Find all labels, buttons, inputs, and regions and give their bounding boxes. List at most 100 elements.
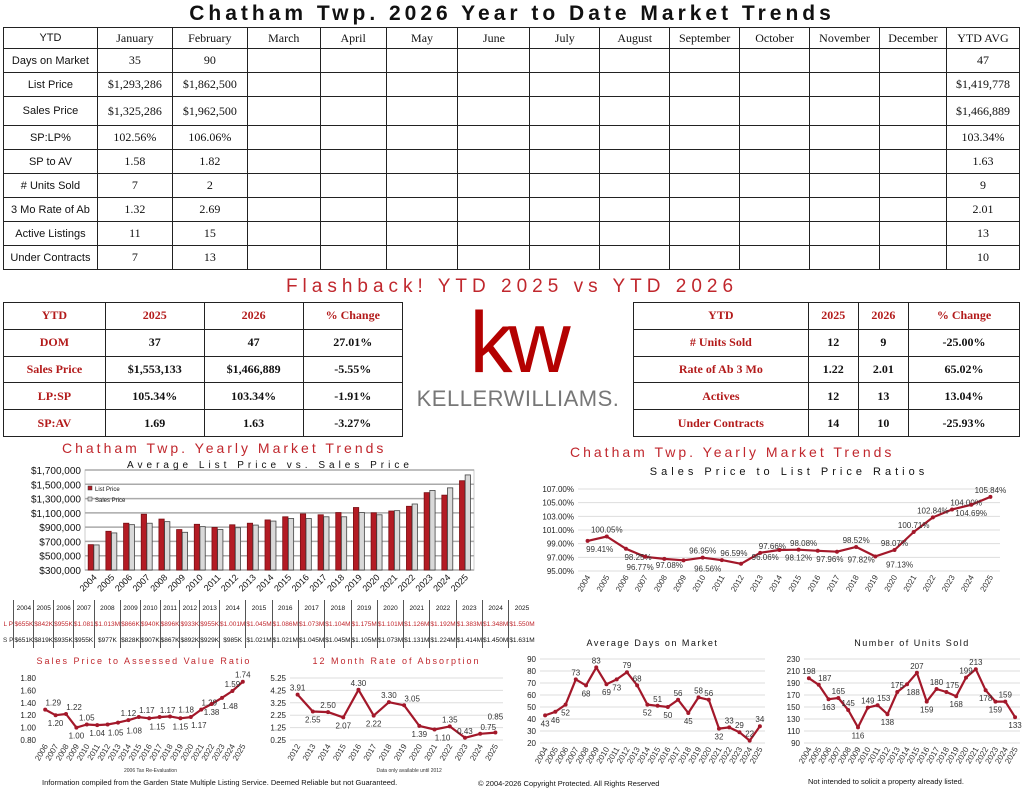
x-tick-label: 2022 bbox=[438, 742, 455, 762]
bar-sales-price bbox=[376, 514, 383, 571]
x-tick-label: 2022 bbox=[396, 572, 417, 593]
y-tick-label: 95.00% bbox=[547, 567, 574, 576]
cell-ytd-avg: $1,419,778 bbox=[945, 72, 1021, 97]
column-header: % Change bbox=[302, 302, 404, 330]
cell-empty bbox=[529, 245, 601, 270]
cell-value: 2.01 bbox=[857, 355, 909, 384]
cell-empty bbox=[739, 72, 811, 97]
bar-sales-price bbox=[394, 510, 401, 571]
cell-ytd-avg: 2.01 bbox=[945, 197, 1021, 222]
cell-empty bbox=[246, 48, 321, 73]
y-tick-label: 101.00% bbox=[542, 526, 574, 535]
price-cell: 2018 bbox=[324, 600, 352, 616]
cell-ytd-avg: 9 bbox=[945, 173, 1021, 198]
x-tick-label: 2005 bbox=[595, 573, 612, 593]
data-label: 52 bbox=[643, 709, 652, 718]
column-header: % Change bbox=[907, 302, 1021, 330]
data-point bbox=[178, 716, 183, 721]
cell-january: $1,293,286 bbox=[96, 72, 173, 97]
cell-ytd-avg: 10 bbox=[945, 245, 1021, 270]
data-point bbox=[964, 675, 968, 680]
table-row: Sales Price $1,553,133 $1,466,889 -5.55% bbox=[3, 355, 404, 384]
data-label: 96.06% bbox=[752, 553, 779, 562]
column-header: 2026 bbox=[857, 302, 909, 330]
row-label: Rate of Ab 3 Mo bbox=[633, 355, 809, 384]
legend-swatch bbox=[87, 496, 93, 502]
y-tick-label: 103.00% bbox=[542, 512, 574, 521]
cell-january: 7 bbox=[96, 245, 173, 270]
cell-empty bbox=[457, 149, 531, 174]
cell-empty bbox=[669, 149, 741, 174]
cell-empty bbox=[809, 197, 880, 222]
chart-title: Sales Price to Assessed Value Ratio bbox=[37, 656, 252, 666]
data-point bbox=[645, 702, 650, 707]
data-point bbox=[614, 677, 619, 682]
data-label: 46 bbox=[551, 716, 560, 725]
price-row-years: 2004 2005 2006 2007 2008 2009 2010 2011 2012 2013… bbox=[3, 600, 535, 616]
data-point bbox=[854, 544, 859, 549]
data-point bbox=[873, 554, 878, 559]
y-tick-label: $1,300,000 bbox=[31, 495, 81, 506]
price-cell: 2013 bbox=[199, 600, 220, 616]
cell-empty bbox=[385, 125, 459, 150]
x-tick-label: 2008 bbox=[148, 572, 169, 593]
data-label: 163 bbox=[822, 703, 836, 712]
cell-empty bbox=[739, 197, 811, 222]
data-point bbox=[326, 710, 331, 715]
data-point bbox=[856, 725, 860, 730]
cell-value: -1.91% bbox=[302, 382, 404, 411]
bar-list-price bbox=[299, 513, 307, 571]
compare-table-right: YTD 2025 2026% Change # Units Sold 12 9 -25.00… bbox=[633, 302, 1021, 437]
row-label: L P bbox=[3, 620, 13, 628]
data-label: 43 bbox=[541, 719, 550, 728]
x-tick-label: 2012 bbox=[219, 572, 240, 593]
price-cell: $651K bbox=[13, 632, 34, 648]
data-label: 0.43 bbox=[457, 727, 473, 736]
cell-empty bbox=[878, 72, 947, 97]
data-line bbox=[544, 666, 761, 742]
bar-list-price bbox=[353, 507, 360, 571]
column-header: January bbox=[96, 27, 173, 49]
cell-empty bbox=[246, 245, 321, 270]
y-tick-label: 90 bbox=[527, 655, 536, 664]
bar-list-price bbox=[87, 544, 94, 571]
row-label: S P bbox=[3, 636, 14, 644]
price-cell: 2019 bbox=[350, 600, 378, 616]
cell-empty bbox=[878, 221, 947, 246]
page-title: Chatham Twp. 2026 Year to Date Market Tr… bbox=[189, 2, 835, 25]
data-point bbox=[43, 707, 48, 712]
x-tick-label: 2007 bbox=[633, 573, 650, 593]
column-header: May bbox=[385, 27, 459, 49]
data-label: 100.05% bbox=[591, 525, 623, 534]
data-point bbox=[914, 670, 919, 675]
data-label: 2.50 bbox=[320, 701, 336, 710]
y-tick-label: 40 bbox=[527, 715, 536, 724]
cell-value: -3.27% bbox=[302, 409, 404, 437]
y-tick-label: 0.25 bbox=[270, 736, 286, 745]
price-cell: $955K bbox=[72, 632, 95, 648]
data-label: 199 bbox=[959, 667, 973, 676]
row-label: Active Listings bbox=[3, 221, 98, 246]
cell-empty bbox=[739, 221, 811, 246]
price-cell: $1.105M bbox=[350, 632, 378, 648]
data-point bbox=[136, 715, 141, 720]
data-point bbox=[686, 711, 691, 715]
data-label: 1.10 bbox=[435, 733, 451, 742]
bar-sales-price bbox=[429, 490, 436, 571]
ytd-table: YTD January February March April May June July A… bbox=[3, 27, 1021, 270]
data-label: 180 bbox=[930, 678, 944, 687]
price-cell: 2021 bbox=[403, 600, 430, 616]
price-cell: $896K bbox=[159, 616, 180, 632]
bar-sales-price bbox=[305, 518, 312, 571]
data-label: 96.59% bbox=[720, 549, 747, 558]
cell-empty bbox=[529, 149, 601, 174]
bar-sales-price bbox=[358, 512, 365, 571]
data-point bbox=[737, 730, 742, 735]
y-tick-label: 1.00 bbox=[20, 724, 36, 733]
data-label: 1.15 bbox=[149, 722, 165, 731]
cell-empty bbox=[246, 72, 321, 97]
x-tick-label: 2016 bbox=[347, 742, 364, 762]
cell-empty bbox=[529, 48, 601, 73]
x-tick-label: 2012 bbox=[729, 573, 746, 593]
data-point bbox=[934, 687, 939, 691]
